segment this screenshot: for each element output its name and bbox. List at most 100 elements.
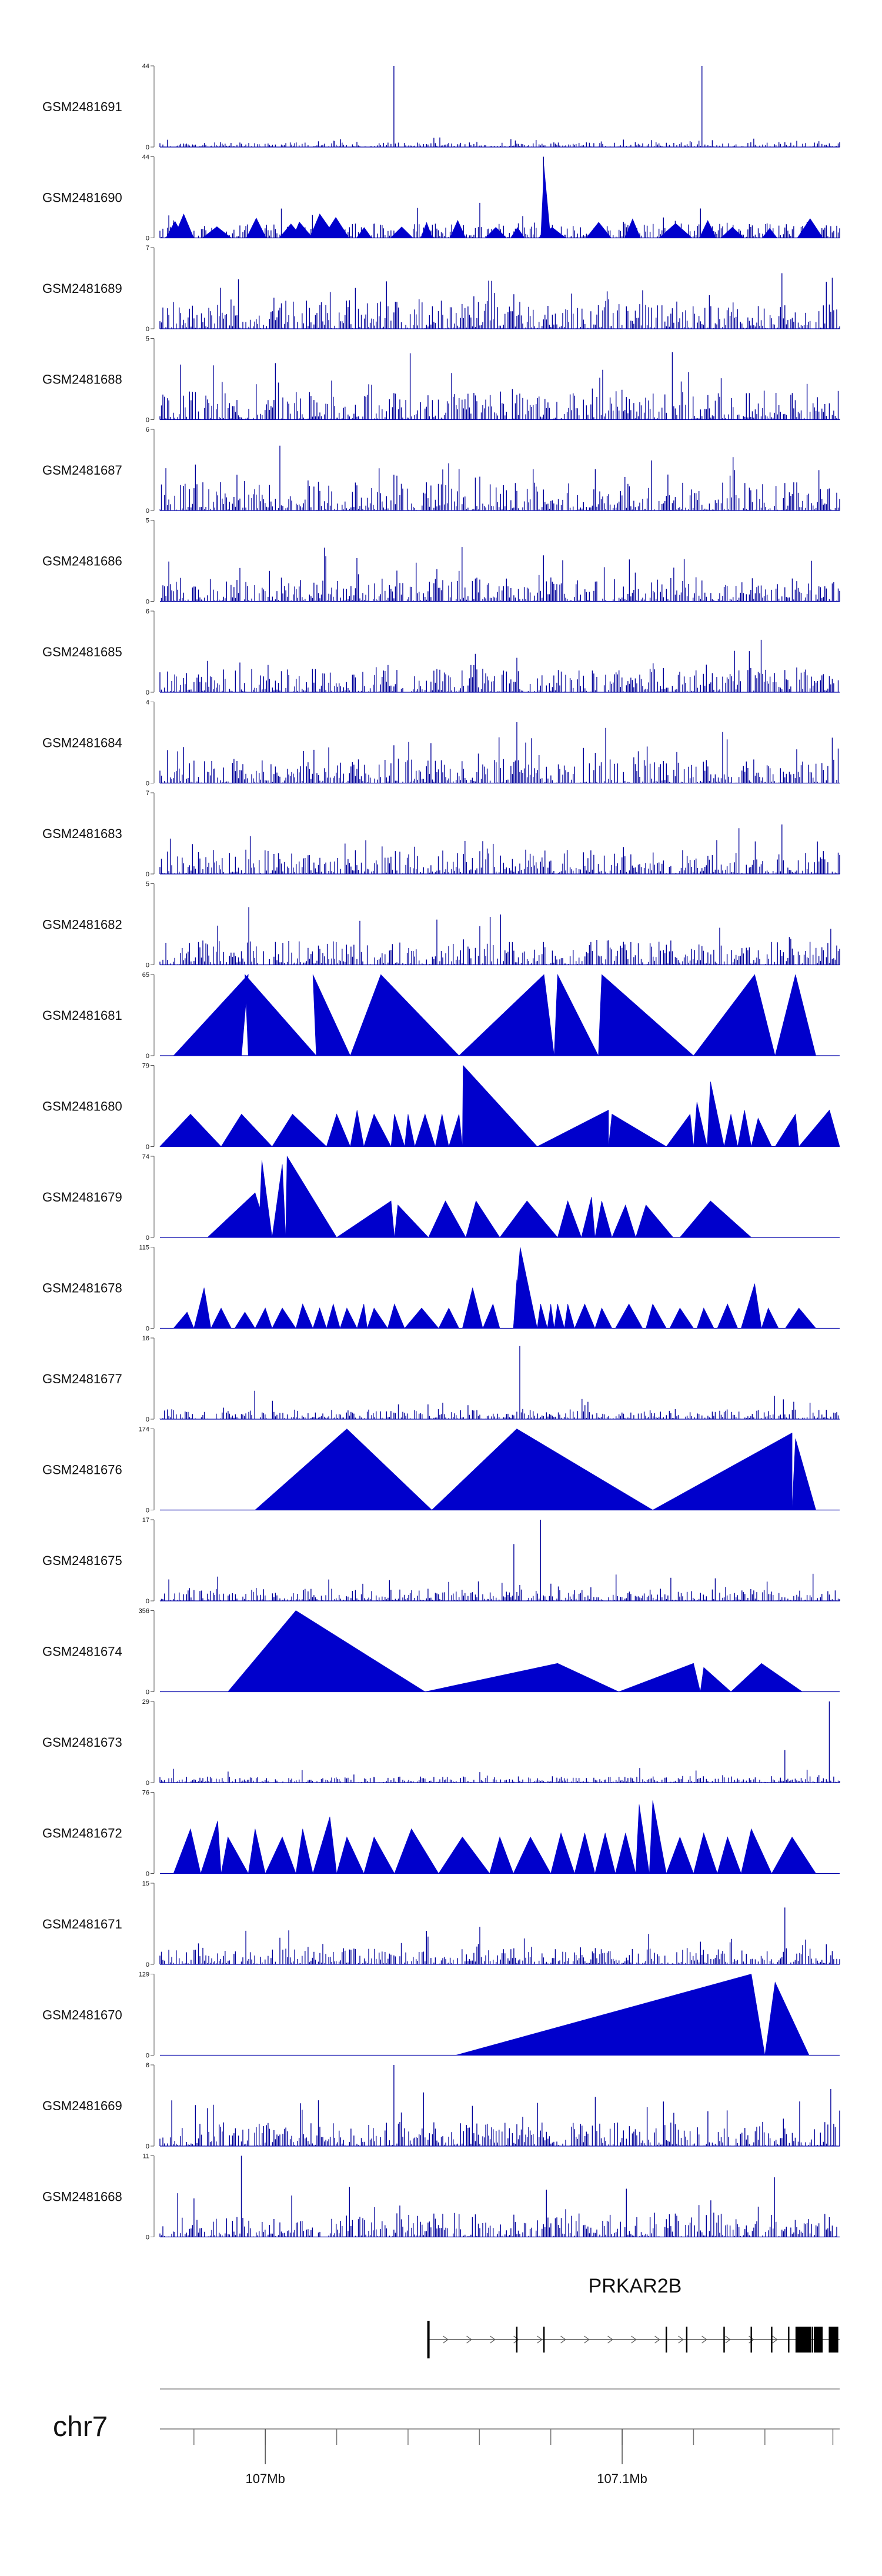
signal-bars [159,66,840,147]
signal-peak [356,1304,368,1329]
signal-peak [292,221,313,238]
signal-peak [309,213,337,238]
track-ymin-label: 0 [146,689,149,696]
track-GSM2481687: GSM2481687 6 0 [42,426,840,515]
signal-peak [762,228,777,238]
track-GSM2481688: GSM2481688 5 0 [42,336,840,424]
signal-peak [248,1828,266,1874]
signal-peak [547,1304,554,1329]
signal-peak [619,1663,701,1692]
track-ymin-label: 0 [146,1234,149,1242]
track-label: GSM2481672 [42,1826,122,1841]
track-ymax-label: 44 [142,154,149,161]
track-ymin-label: 0 [146,1326,149,1333]
signal-peak [339,1307,358,1329]
strand-arrow-icon [443,2335,449,2344]
track-ymax-label: 11 [143,2153,149,2160]
strand-arrow-icon [584,2335,590,2344]
track-label: GSM2481669 [42,2098,122,2113]
signal-peak [211,1307,232,1329]
track-ymax-label: 129 [139,1971,149,1978]
signal-bars [159,547,840,602]
signal-peak [173,213,194,238]
signal-peak [574,1303,596,1329]
track-ymax-label: 76 [142,1790,149,1797]
signal-peak [659,223,693,238]
signal-peak [462,1287,483,1329]
signal-peak [649,1800,667,1874]
signal-peak [594,1307,613,1329]
track-label: GSM2481685 [42,645,122,659]
track-label: GSM2481675 [42,1553,122,1568]
signal-peak [428,1200,466,1238]
signal-peak [594,1200,613,1238]
track-ymin-label: 0 [146,1053,149,1060]
signal-peak [173,974,249,1056]
signal-peak [730,1663,803,1692]
gene-coding-block [814,2327,823,2353]
signal-peak [741,1828,772,1874]
signal-peak [255,1429,433,1510]
track-ymax-label: 79 [142,1063,149,1070]
strand-arrow-icon [678,2335,684,2344]
track-label: GSM2481683 [42,826,122,841]
track-GSM2481669: GSM2481669 6 0 [42,2062,840,2150]
signal-bars [159,2155,839,2237]
signal-peak [612,1204,636,1238]
signal-peak [234,1312,256,1329]
track-ymax-label: 6 [146,608,149,615]
track-GSM2481685: GSM2481685 6 0 [42,608,840,696]
signal-peak [394,1828,439,1874]
signal-peak [646,1303,667,1329]
track-ymax-label: 4 [146,699,149,706]
track-label: GSM2481677 [42,1372,122,1386]
track-GSM2481672: GSM2481672 76 0 [42,1790,840,1878]
signal-bars [159,445,840,510]
signal-peak [737,1110,752,1147]
signal-peak [312,974,351,1056]
track-ymax-label: 5 [146,336,149,343]
signal-peak [246,217,266,238]
track-GSM2481673: GSM2481673 29 0 [42,1699,840,1787]
signal-peak [774,1113,799,1147]
signal-peak [693,1102,707,1147]
axis-coordinate-label: 107.1Mb [597,2471,647,2486]
track-label: GSM2481678 [42,1281,122,1296]
signal-peak [666,1113,694,1147]
track-ymax-label: 7 [146,790,149,797]
signal-peak [387,1303,405,1329]
signal-peak [717,1836,741,1874]
gene-label: PRKAR2B [589,2275,682,2297]
signal-peak [173,1828,201,1874]
track-ymin-label: 0 [146,2234,149,2241]
track-label: GSM2481681 [42,1008,122,1023]
signal-peak [696,1307,714,1329]
signal-bars [159,722,840,783]
signal-peak [784,1307,817,1329]
signal-peak [740,1283,762,1329]
signal-peak [598,974,694,1056]
signal-bars [159,824,840,874]
track-ymin-label: 0 [146,144,149,151]
track-label: GSM2481668 [42,2190,122,2204]
signal-bars [159,1907,840,1964]
signal-peak [200,1820,222,1874]
track-ymin-label: 0 [146,599,149,606]
track-GSM2481677: GSM2481677 16 0 [42,1335,840,1423]
track-GSM2481689: GSM2481689 7 0 [42,245,840,333]
track-label: GSM2481679 [42,1190,122,1204]
signal-peak [798,1109,840,1147]
signal-peak [586,222,612,238]
signal-peak [513,1836,552,1874]
track-ymax-label: 7 [146,245,149,252]
signal-peak [363,1113,392,1147]
strand-arrow-icon [749,2335,754,2344]
track-label: GSM2481670 [42,2008,122,2023]
signal-peak [581,1196,596,1238]
track-ymax-label: 65 [142,972,149,979]
signal-peak [438,1307,460,1329]
signal-peak [390,1114,405,1147]
signal-peak [707,1082,724,1147]
signal-peak [594,1833,616,1874]
signal-bars [159,2065,840,2146]
